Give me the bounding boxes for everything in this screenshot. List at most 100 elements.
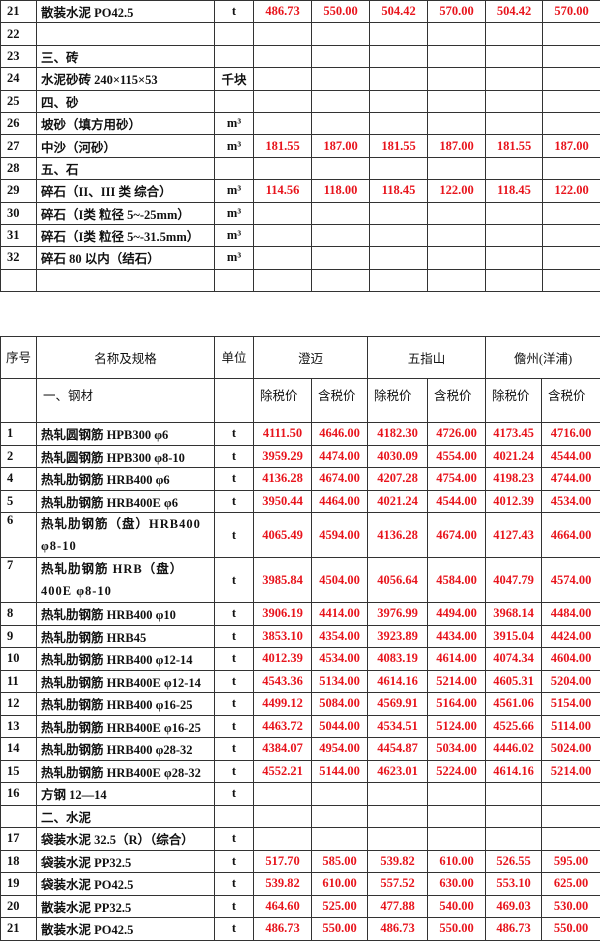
row-number-cell: 9: [1, 625, 37, 648]
price-cell: 585.00: [312, 850, 368, 873]
item-name-cell: 热轧肋钢筋 HRB400E φ16-25: [37, 715, 215, 738]
unit-cell: t: [215, 670, 254, 693]
price-cell: 4954.00: [312, 738, 368, 761]
row-number-cell: 29: [1, 180, 37, 202]
price-cell: 4534.51: [368, 715, 428, 738]
price-cell: 4604.00: [542, 648, 600, 671]
price-cell: [312, 45, 370, 67]
price-cell: 5204.00: [542, 670, 600, 693]
price-cell: 4136.28: [368, 513, 428, 558]
price-cell: [543, 224, 600, 246]
price-cell: 181.55: [486, 135, 543, 157]
price-cell: 469.03: [486, 895, 542, 918]
price-cell: 550.00: [312, 1, 370, 23]
item-name-cell: 散装水泥 PO42.5: [37, 1, 215, 23]
price-cell: 4127.43: [486, 513, 542, 558]
price-cell: [254, 828, 312, 851]
price-cell: [428, 157, 486, 179]
item-name-cell: 散装水泥 PO42.5: [37, 918, 215, 941]
price-cell: [254, 112, 312, 134]
price-cell: 4716.00: [542, 423, 600, 446]
header-region-danzhou: 儋州(洋浦): [486, 337, 600, 379]
section-label: 一、钢材: [37, 379, 215, 423]
row-number-cell: 17: [1, 828, 37, 851]
item-name-cell: 热轧肋钢筋 HRB（盘）400E φ8-10: [37, 558, 215, 603]
price-cell: [428, 269, 486, 291]
price-cell: [312, 202, 370, 224]
unit-cell: t: [215, 423, 254, 446]
price-cell: 4494.00: [428, 603, 486, 626]
price-cell: 3906.19: [254, 603, 312, 626]
price-cell: [254, 68, 312, 90]
price-cell: 187.00: [312, 135, 370, 157]
price-cell: 570.00: [428, 1, 486, 23]
price-cell: [486, 23, 543, 45]
row-number-cell: 7: [1, 558, 37, 603]
price-cell: 181.55: [254, 135, 312, 157]
price-cell: 4754.00: [428, 468, 486, 491]
price-cell: [312, 112, 370, 134]
unit-cell: m³: [215, 202, 254, 224]
price-cell: [312, 269, 370, 291]
item-name-cell: [37, 23, 215, 45]
price-cell: 610.00: [312, 873, 368, 896]
unit-cell: m³: [215, 180, 254, 202]
price-cell: 114.56: [254, 180, 312, 202]
price-cell: 3968.14: [486, 603, 542, 626]
row-number-cell: [1, 269, 37, 291]
price-cell: [428, 23, 486, 45]
price-cell: 4012.39: [486, 490, 542, 513]
header-seq: 序号: [1, 337, 37, 379]
price-cell: 539.82: [254, 873, 312, 896]
price-cell: 539.82: [368, 850, 428, 873]
price-excl-tax-label: 除税价: [368, 379, 428, 423]
price-cell: 464.60: [254, 895, 312, 918]
price-cell: [486, 828, 542, 851]
price-excl-tax-label: 除税价: [254, 379, 312, 423]
unit-cell: t: [215, 715, 254, 738]
price-cell: 4198.23: [486, 468, 542, 491]
price-cell: 4030.09: [368, 445, 428, 468]
row-number-cell: 11: [1, 670, 37, 693]
price-cell: 181.55: [370, 135, 428, 157]
price-cell: [370, 247, 428, 269]
price-cell: 3959.29: [254, 445, 312, 468]
price-cell: 5084.00: [312, 693, 368, 716]
price-cell: 4207.28: [368, 468, 428, 491]
row-number-cell: 8: [1, 603, 37, 626]
price-cell: 5024.00: [542, 738, 600, 761]
row-number-cell: 30: [1, 202, 37, 224]
unit-cell: t: [215, 850, 254, 873]
price-cell: 4484.00: [542, 603, 600, 626]
price-cell: 118.45: [370, 180, 428, 202]
price-cell: [370, 90, 428, 112]
price-cell: [543, 23, 600, 45]
price-cell: 4544.00: [542, 445, 600, 468]
price-cell: 118.00: [312, 180, 370, 202]
unit-cell: t: [215, 490, 254, 513]
unit-cell: t: [215, 445, 254, 468]
row-number-cell: 18: [1, 850, 37, 873]
unit-cell: [215, 157, 254, 179]
header-name: 名称及规格: [37, 337, 215, 379]
price-cell: [312, 157, 370, 179]
unit-cell: t: [215, 513, 254, 558]
price-cell: [428, 202, 486, 224]
unit-cell: t: [215, 738, 254, 761]
item-name-cell: 碎石 80 以内（结石）: [37, 247, 215, 269]
price-cell: 4674.00: [428, 513, 486, 558]
table-row: 22: [1, 23, 600, 45]
price-cell: 526.55: [486, 850, 542, 873]
unit-cell: t: [215, 828, 254, 851]
price-cell: 486.73: [254, 918, 312, 941]
price-cell: 4354.00: [312, 625, 368, 648]
row-number-cell: 31: [1, 224, 37, 246]
unit-cell: t: [215, 783, 254, 806]
price-cell: 5214.00: [542, 760, 600, 783]
